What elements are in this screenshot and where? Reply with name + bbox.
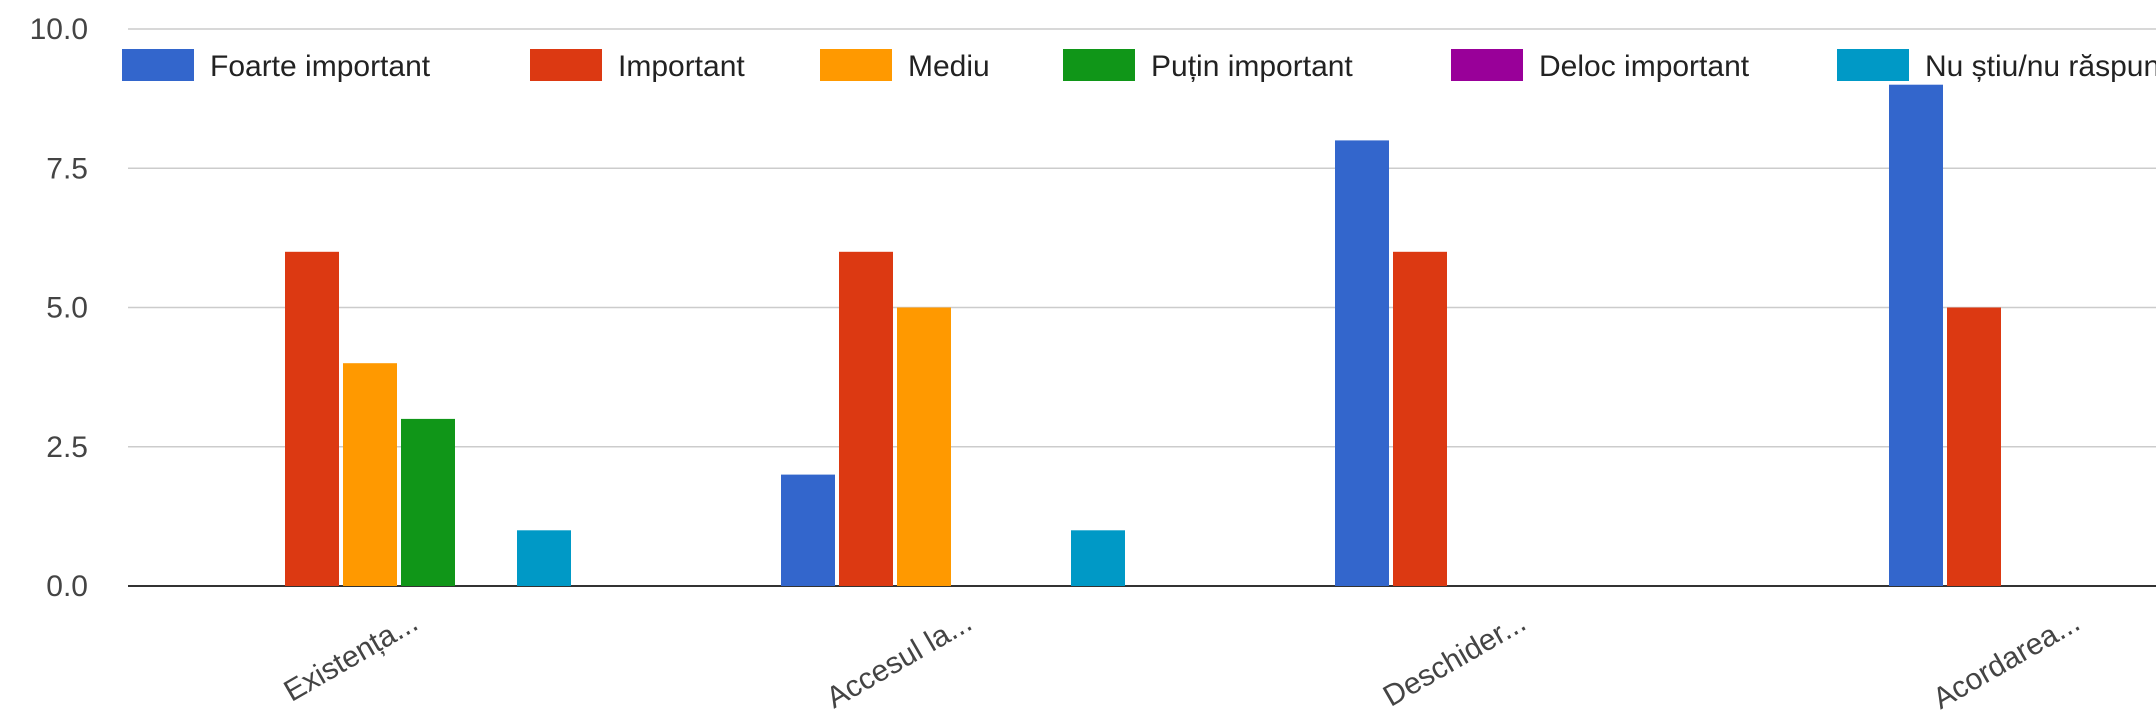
legend-label: Nu știu/nu răspund <box>1925 50 2156 83</box>
bars <box>285 84 2001 587</box>
y-tick-label: 5.0 <box>46 292 88 325</box>
x-category-label: Existența... <box>278 605 423 708</box>
legend-swatch <box>530 49 602 81</box>
legend-label: Mediu <box>908 50 990 83</box>
legend: Foarte important Important Mediu Puțin impo… <box>122 49 2156 83</box>
legend-label: Puțin important <box>1151 50 1353 83</box>
bar <box>1889 84 1943 586</box>
x-category-label: Acordarea... <box>1927 605 2085 715</box>
bar <box>1393 251 1447 587</box>
y-axis-tick-labels: 0.0 2.5 5.0 7.5 10.0 <box>30 13 88 603</box>
bar <box>517 530 571 586</box>
legend-label: Foarte important <box>210 50 431 83</box>
legend-swatch <box>1063 49 1135 81</box>
y-tick-label: 2.5 <box>46 431 88 464</box>
bar <box>1071 530 1125 586</box>
bar <box>1335 140 1389 586</box>
bar <box>343 363 397 586</box>
legend-label: Deloc important <box>1539 50 1750 83</box>
gridlines <box>128 28 2156 587</box>
x-category-label: Accesul la... <box>821 605 978 714</box>
legend-swatch <box>1451 49 1523 81</box>
x-category-label: Deschider... <box>1378 605 1532 713</box>
bar <box>897 307 951 586</box>
legend-swatch <box>122 49 194 81</box>
legend-swatch <box>820 49 892 81</box>
x-axis-category-labels: Existența... Accesul la... Deschider... Aco… <box>278 605 2085 715</box>
bar <box>781 474 835 586</box>
y-tick-label: 10.0 <box>30 13 88 46</box>
bar <box>401 418 455 586</box>
y-tick-label: 7.5 <box>46 152 88 185</box>
y-tick-label: 0.0 <box>46 570 88 603</box>
legend-label: Important <box>618 50 745 83</box>
legend-swatch <box>1837 49 1909 81</box>
bar <box>1947 307 2001 586</box>
bar <box>285 251 339 587</box>
bar <box>839 251 893 587</box>
